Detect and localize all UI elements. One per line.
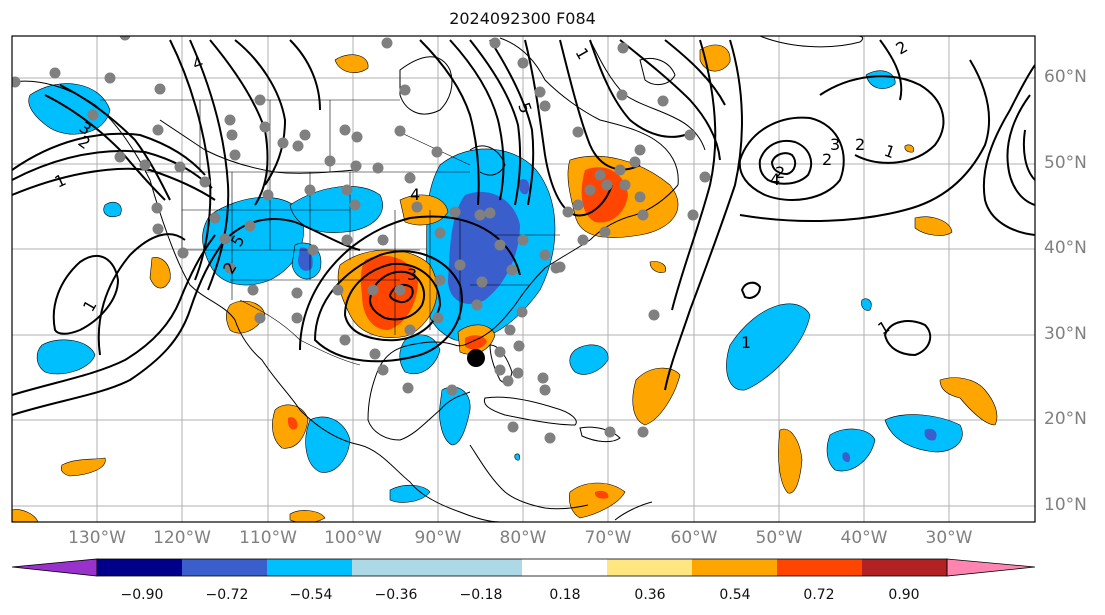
contour-label: 3	[830, 135, 840, 154]
lon-label: 80°W	[499, 528, 547, 548]
colorbar-bin	[777, 559, 862, 576]
colorbar-tick-label: 0.90	[888, 587, 920, 603]
lon-label: 30°W	[925, 528, 973, 548]
lon-label: 130°W	[68, 528, 126, 548]
colorbar	[11, 558, 1036, 577]
lat-label: 30°N	[1044, 324, 1087, 344]
colorbar-bin	[352, 559, 437, 576]
colorbar-tick-label: 0.18	[549, 587, 581, 603]
contour-label: 4	[770, 170, 780, 189]
map-title: 2024092300 F084	[449, 9, 596, 28]
contour-label: 5	[514, 100, 535, 116]
lat-label: 20°N	[1044, 409, 1087, 429]
colorbar-bin	[522, 559, 607, 576]
colorbar-tick-label: 0.72	[803, 587, 835, 603]
colorbar-bin	[862, 559, 947, 576]
lon-label: 120°W	[153, 528, 211, 548]
colorbar-tick-label: −0.90	[120, 587, 164, 603]
lat-label: 60°N	[1044, 67, 1087, 87]
lat-label: 10°N	[1044, 495, 1087, 515]
contour-label: 2	[893, 37, 911, 59]
map-frame	[11, 35, 1036, 523]
colorbar-tick-label: 0.36	[634, 587, 666, 603]
coastlines	[12, 36, 864, 522]
colorbar-bin	[267, 559, 352, 576]
colorbar-extend-low	[11, 558, 98, 577]
station-dots	[12, 36, 711, 444]
lat-label: 50°N	[1044, 153, 1087, 173]
colorbar-extend-high	[946, 558, 1036, 577]
lon-label: 110°W	[239, 528, 297, 548]
contour-label: 2	[822, 150, 832, 169]
colorbar-tick-label: −0.72	[205, 587, 249, 603]
contour-label: 2	[775, 163, 785, 182]
colorbar-bin	[437, 559, 522, 576]
colorbar-tick-label: 0.54	[719, 587, 751, 603]
contour-label: 3	[407, 265, 417, 284]
contour-label: 4	[190, 52, 206, 73]
lat-label: 40°N	[1044, 238, 1087, 258]
lon-label: 90°W	[414, 528, 462, 548]
lon-label: 70°W	[584, 528, 632, 548]
contour-label: 1	[572, 45, 594, 63]
strong-positive-shading	[287, 167, 628, 499]
contour-label: 1	[52, 170, 69, 192]
colorbar-tick-label: −0.18	[459, 587, 503, 603]
storm-marker	[467, 349, 485, 367]
contour-label: 1	[741, 333, 751, 352]
colorbar-bin	[97, 559, 182, 576]
lon-label: 100°W	[324, 528, 382, 548]
contour-label: 2	[855, 135, 865, 154]
colorbar-bin	[182, 559, 267, 576]
contours	[12, 39, 1035, 416]
colorbar-bin	[607, 559, 692, 576]
colorbar-tick-label: −0.54	[289, 587, 333, 603]
lon-label: 60°W	[670, 528, 718, 548]
contour-label: 4	[410, 185, 420, 204]
contour-label: 1	[882, 141, 898, 162]
lon-label: 40°W	[840, 528, 888, 548]
colorbar-tick-label: −0.36	[374, 587, 418, 603]
lon-label: 50°W	[755, 528, 803, 548]
colorbar-bin	[692, 559, 777, 576]
